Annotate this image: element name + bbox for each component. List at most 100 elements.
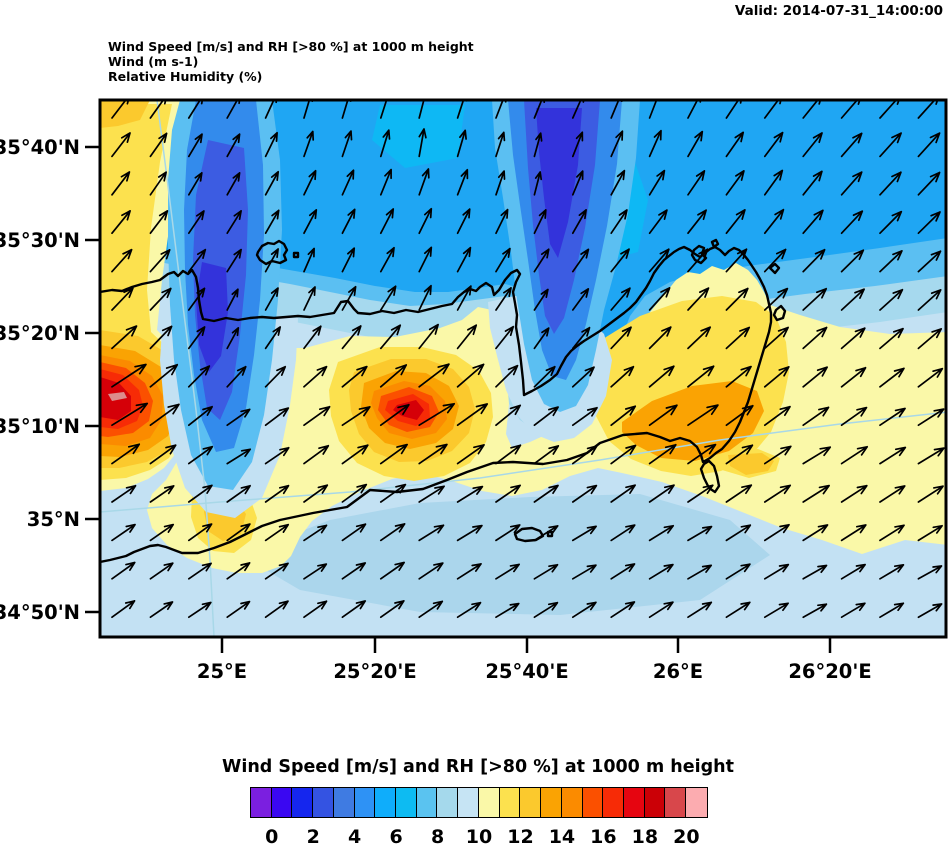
wind-arrow <box>610 405 637 427</box>
wind-arrow <box>111 132 131 158</box>
wind-arrow <box>379 208 395 235</box>
colorbar <box>250 787 708 818</box>
wind-arrow <box>456 444 485 465</box>
wind-arrow <box>571 248 590 273</box>
wind-arrow <box>111 248 133 273</box>
wind-arrow <box>610 248 630 273</box>
wind-arrow <box>725 209 746 235</box>
wind-arrow <box>111 210 131 235</box>
wind-arrow <box>610 100 623 119</box>
wind-arrow <box>303 247 315 273</box>
colorbar-tick-label: 14 <box>548 826 576 848</box>
wind-arrow <box>533 171 543 196</box>
colorbar-cell <box>395 787 418 818</box>
wind-arrow <box>648 248 670 273</box>
wind-arrow <box>111 402 149 427</box>
wind-arrow <box>341 208 356 235</box>
wind-arrow <box>303 405 331 427</box>
wind-arrow <box>725 287 749 311</box>
wind-arrow <box>763 326 789 350</box>
wind-arrow <box>111 443 141 465</box>
wind-arrow <box>763 248 787 273</box>
wind-arrow <box>610 444 637 465</box>
wind-arrow <box>379 168 392 196</box>
wind-arrow <box>840 171 863 196</box>
wind-arrow <box>303 365 328 388</box>
wind-arrow <box>648 100 661 119</box>
wind-arrow <box>648 287 671 311</box>
map-title-line2: Wind (m s-1) <box>108 54 199 69</box>
wind-arrow <box>879 485 906 503</box>
wind-arrow <box>495 287 512 311</box>
colorbar-cell <box>623 787 646 818</box>
colorbar-cell <box>374 787 397 818</box>
wind-arrow <box>149 601 174 619</box>
wind-arrow <box>879 446 907 465</box>
wind-arrow <box>610 326 632 350</box>
wind-arrow <box>379 324 402 350</box>
wind-arrow <box>917 100 939 119</box>
field-region <box>100 100 150 128</box>
graticule-line <box>100 411 946 513</box>
wind-arrow <box>456 100 468 119</box>
colorbar-cell <box>499 787 521 818</box>
wind-arrow <box>879 288 904 311</box>
wind-arrow <box>341 600 367 619</box>
wind-arrow <box>456 563 482 580</box>
wind-arrow <box>879 327 904 350</box>
wind-arrow <box>725 563 751 580</box>
wind-arrow <box>917 289 942 311</box>
wind-arrow <box>533 132 543 158</box>
field-region <box>108 392 127 401</box>
colorbar-cell <box>291 787 314 818</box>
wind-arrow <box>687 404 719 427</box>
wind-arrow <box>840 366 867 388</box>
wind-arrow <box>264 562 289 580</box>
wind-arrow <box>610 484 636 503</box>
wind-arrow <box>111 600 136 619</box>
wind-arrow <box>725 365 752 388</box>
wind-arrow <box>763 484 792 503</box>
wind-arrow <box>725 248 748 273</box>
wind-arrow <box>687 209 707 235</box>
wind-arrow <box>187 484 213 503</box>
wind-arrow <box>840 249 865 273</box>
wind-arrow <box>341 483 368 503</box>
wind-arrow <box>303 444 330 465</box>
wind-arrow <box>648 484 675 503</box>
wind-arrow <box>533 563 559 580</box>
wind-arrow <box>725 326 751 350</box>
wind-arrow <box>802 170 823 196</box>
colorbar-title: Wind Speed [m/s] and RH [>80 %] at 1000 … <box>222 757 734 777</box>
wind-arrow <box>379 443 408 465</box>
wind-arrow <box>303 100 314 119</box>
wind-arrow <box>495 444 522 465</box>
wind-arrow <box>187 365 211 388</box>
x-axis-label: 25°E <box>197 660 247 683</box>
wind-arrow <box>802 603 828 619</box>
coastline <box>690 244 708 265</box>
wind-arrow <box>879 210 903 235</box>
y-axis-label: 35°N <box>27 508 80 531</box>
colorbar-cell <box>312 787 335 818</box>
wind-arrow <box>725 524 752 542</box>
wind-arrow <box>187 601 212 619</box>
wind-arrow <box>303 524 328 542</box>
wind-arrow <box>264 407 290 427</box>
wind-arrow <box>917 408 945 427</box>
wind-arrow <box>418 562 444 580</box>
wind-arrow <box>341 365 368 388</box>
wind-arrow <box>495 563 520 580</box>
wind-arrow <box>456 324 478 350</box>
wind-arrow <box>763 287 789 311</box>
wind-arrow <box>149 444 177 465</box>
wind-arrow <box>418 443 448 465</box>
wind-arrow <box>917 367 944 388</box>
map-title-line1: Wind Speed [m/s] and RH [>80 %] at 1000 … <box>108 39 474 54</box>
wind-arrow <box>149 363 179 388</box>
wind-arrow <box>840 288 865 311</box>
wind-arrow <box>264 170 280 196</box>
colorbar-cell <box>354 787 376 818</box>
wind-arrow <box>840 327 866 350</box>
wind-arrow <box>571 406 598 427</box>
